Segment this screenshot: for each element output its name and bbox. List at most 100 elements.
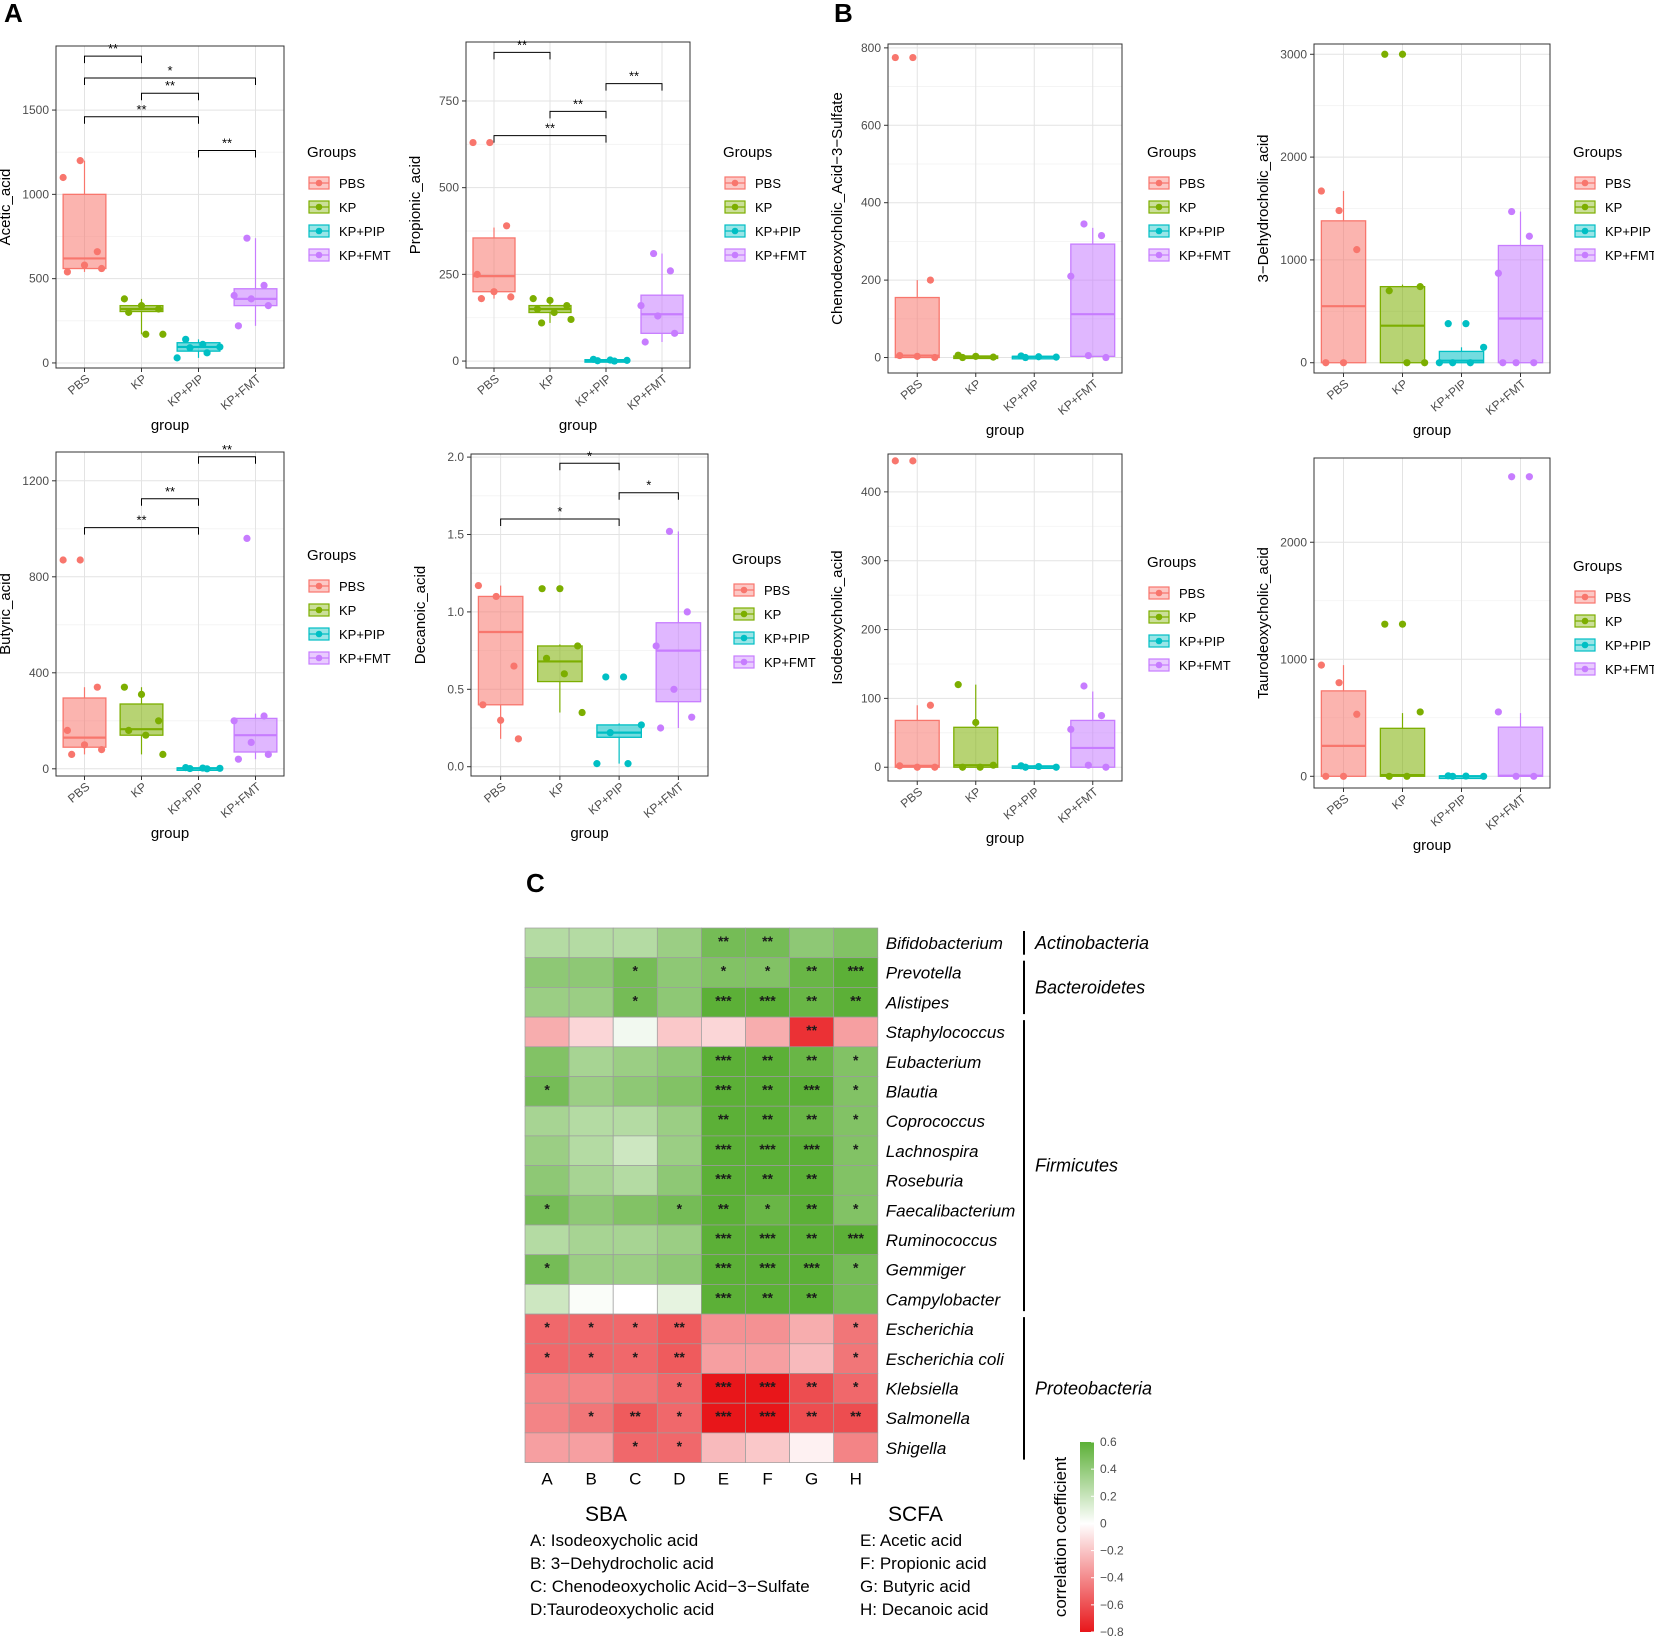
legend-swatch-dot xyxy=(740,658,748,666)
heatmap-cell xyxy=(524,987,570,1018)
boxplot-4: 0 200 400 600 800 PBS KP KP+PIP KP+FMT group Cheno… xyxy=(829,41,1231,439)
y-tick-label: 400 xyxy=(861,196,881,210)
x-tick-label: PBS xyxy=(65,372,92,398)
heatmap-cell xyxy=(701,1313,746,1345)
heatmap-row-label: Faecalibacterium xyxy=(886,1201,1015,1220)
legend-item-label: KP xyxy=(764,607,781,622)
significance-stars: ** xyxy=(718,933,729,949)
x-tick-label: KP+PIP xyxy=(1001,377,1042,415)
significance-label: ** xyxy=(136,102,146,117)
data-point xyxy=(234,755,242,763)
box-KP+FMT xyxy=(1067,220,1116,362)
heatmap-cell xyxy=(524,1105,570,1137)
legend-swatch-dot xyxy=(1581,617,1589,625)
data-point xyxy=(560,670,568,678)
significance-stars: * xyxy=(721,963,727,979)
heatmap-row-label: Eubacterium xyxy=(886,1053,981,1072)
legend-item-label: KP+PIP xyxy=(339,627,385,642)
x-tick-label: KP xyxy=(547,780,568,801)
x-axis-title: group xyxy=(151,417,189,434)
data-point xyxy=(1339,359,1348,367)
box-PBS xyxy=(891,457,940,771)
y-tick-label: 1.5 xyxy=(447,528,464,542)
y-tick-label: 1000 xyxy=(1280,253,1307,267)
x-tick-label: KP+PIP xyxy=(572,372,613,410)
significance-bracket xyxy=(198,456,256,464)
phylum-label: Firmicutes xyxy=(1035,1156,1118,1176)
significance-stars: *** xyxy=(759,1141,776,1157)
y-tick-label: 600 xyxy=(861,118,881,132)
box-iqr xyxy=(62,697,107,748)
legend-swatch-dot xyxy=(731,179,739,187)
significance-stars: ** xyxy=(806,1379,817,1395)
box-KP+FMT xyxy=(230,234,278,330)
legend-item-label: KP+FMT xyxy=(1179,658,1231,673)
x-tick-label: KP+FMT xyxy=(218,371,264,413)
y-tick-label: 1000 xyxy=(1280,652,1307,666)
heatmap-cell xyxy=(745,1016,790,1048)
data-point xyxy=(1035,353,1043,361)
data-point xyxy=(550,308,558,317)
data-point xyxy=(529,295,537,303)
heatmap-cell xyxy=(745,1224,790,1256)
plot-border xyxy=(470,453,709,777)
legend-key xyxy=(733,655,755,669)
data-point xyxy=(260,281,268,289)
box-KP xyxy=(953,351,999,362)
data-point xyxy=(1097,712,1106,720)
significance-bracket xyxy=(84,116,199,124)
colorbar-tick-label: −0.2 xyxy=(1100,1544,1124,1558)
box-PBS xyxy=(59,556,107,759)
data-point xyxy=(1499,359,1507,367)
box-iqr xyxy=(1070,719,1116,768)
box-PBS xyxy=(1317,661,1367,780)
significance-stars: ** xyxy=(806,1230,817,1246)
heatmap-cell xyxy=(656,927,702,959)
legend: Groups PBS KP KP+PIP KP+FMT xyxy=(1573,144,1654,263)
data-point xyxy=(159,750,167,759)
significance-stars: *** xyxy=(759,992,776,1008)
heatmap-column-label: G xyxy=(805,1470,818,1489)
legend-key xyxy=(308,224,330,238)
x-tick-label: PBS xyxy=(898,377,925,403)
data-point xyxy=(247,295,255,303)
box-KP+PIP xyxy=(584,355,631,365)
heatmap-cell xyxy=(612,1105,658,1137)
legend-key xyxy=(1574,590,1596,604)
heatmap-cell xyxy=(612,1046,658,1077)
significance-label: * xyxy=(557,504,562,519)
heatmap-column-label: A xyxy=(541,1470,553,1489)
data-point xyxy=(1512,359,1520,367)
data-point xyxy=(1353,710,1361,718)
legend-item-label: PBS xyxy=(339,579,365,594)
sba-item: C: Chenodeoxycholic Acid−3−Sulfate xyxy=(530,1577,810,1596)
significance-stars: * xyxy=(633,1438,639,1454)
data-point xyxy=(989,353,997,361)
heatmap-row-label: Prevotella xyxy=(886,964,962,983)
x-tick-label: KP xyxy=(128,372,149,393)
legend-item-label: KP+PIP xyxy=(1179,634,1225,649)
legend-swatch-dot xyxy=(1581,665,1589,673)
heatmap-row: ** ** ** * Coprococcus xyxy=(524,1105,986,1137)
data-point xyxy=(1097,231,1106,240)
heatmap-cell xyxy=(568,957,614,988)
legend-item-label: KP+FMT xyxy=(339,248,391,263)
box-KP+FMT xyxy=(1067,682,1116,771)
heatmap-row-label: Blautia xyxy=(886,1083,938,1102)
y-tick-label: 400 xyxy=(29,666,49,680)
data-point xyxy=(1021,763,1030,771)
heatmap: ** ** Bifidobacterium* * * ** *** Prevotella* **… xyxy=(524,927,1152,1639)
heatmap-cell xyxy=(524,1046,570,1077)
legend: Groups PBS KP KP+PIP KP+FMT xyxy=(1147,144,1231,263)
data-point xyxy=(913,763,921,771)
x-axis-title: group xyxy=(1413,422,1451,439)
plot-border xyxy=(465,41,691,369)
data-point xyxy=(1416,708,1424,716)
data-point xyxy=(1102,353,1110,362)
y-tick-label: 2000 xyxy=(1280,535,1307,549)
legend-title: Groups xyxy=(1147,554,1196,571)
data-point xyxy=(510,662,518,670)
y-tick-label: 0.5 xyxy=(447,682,464,696)
data-point xyxy=(666,267,675,275)
